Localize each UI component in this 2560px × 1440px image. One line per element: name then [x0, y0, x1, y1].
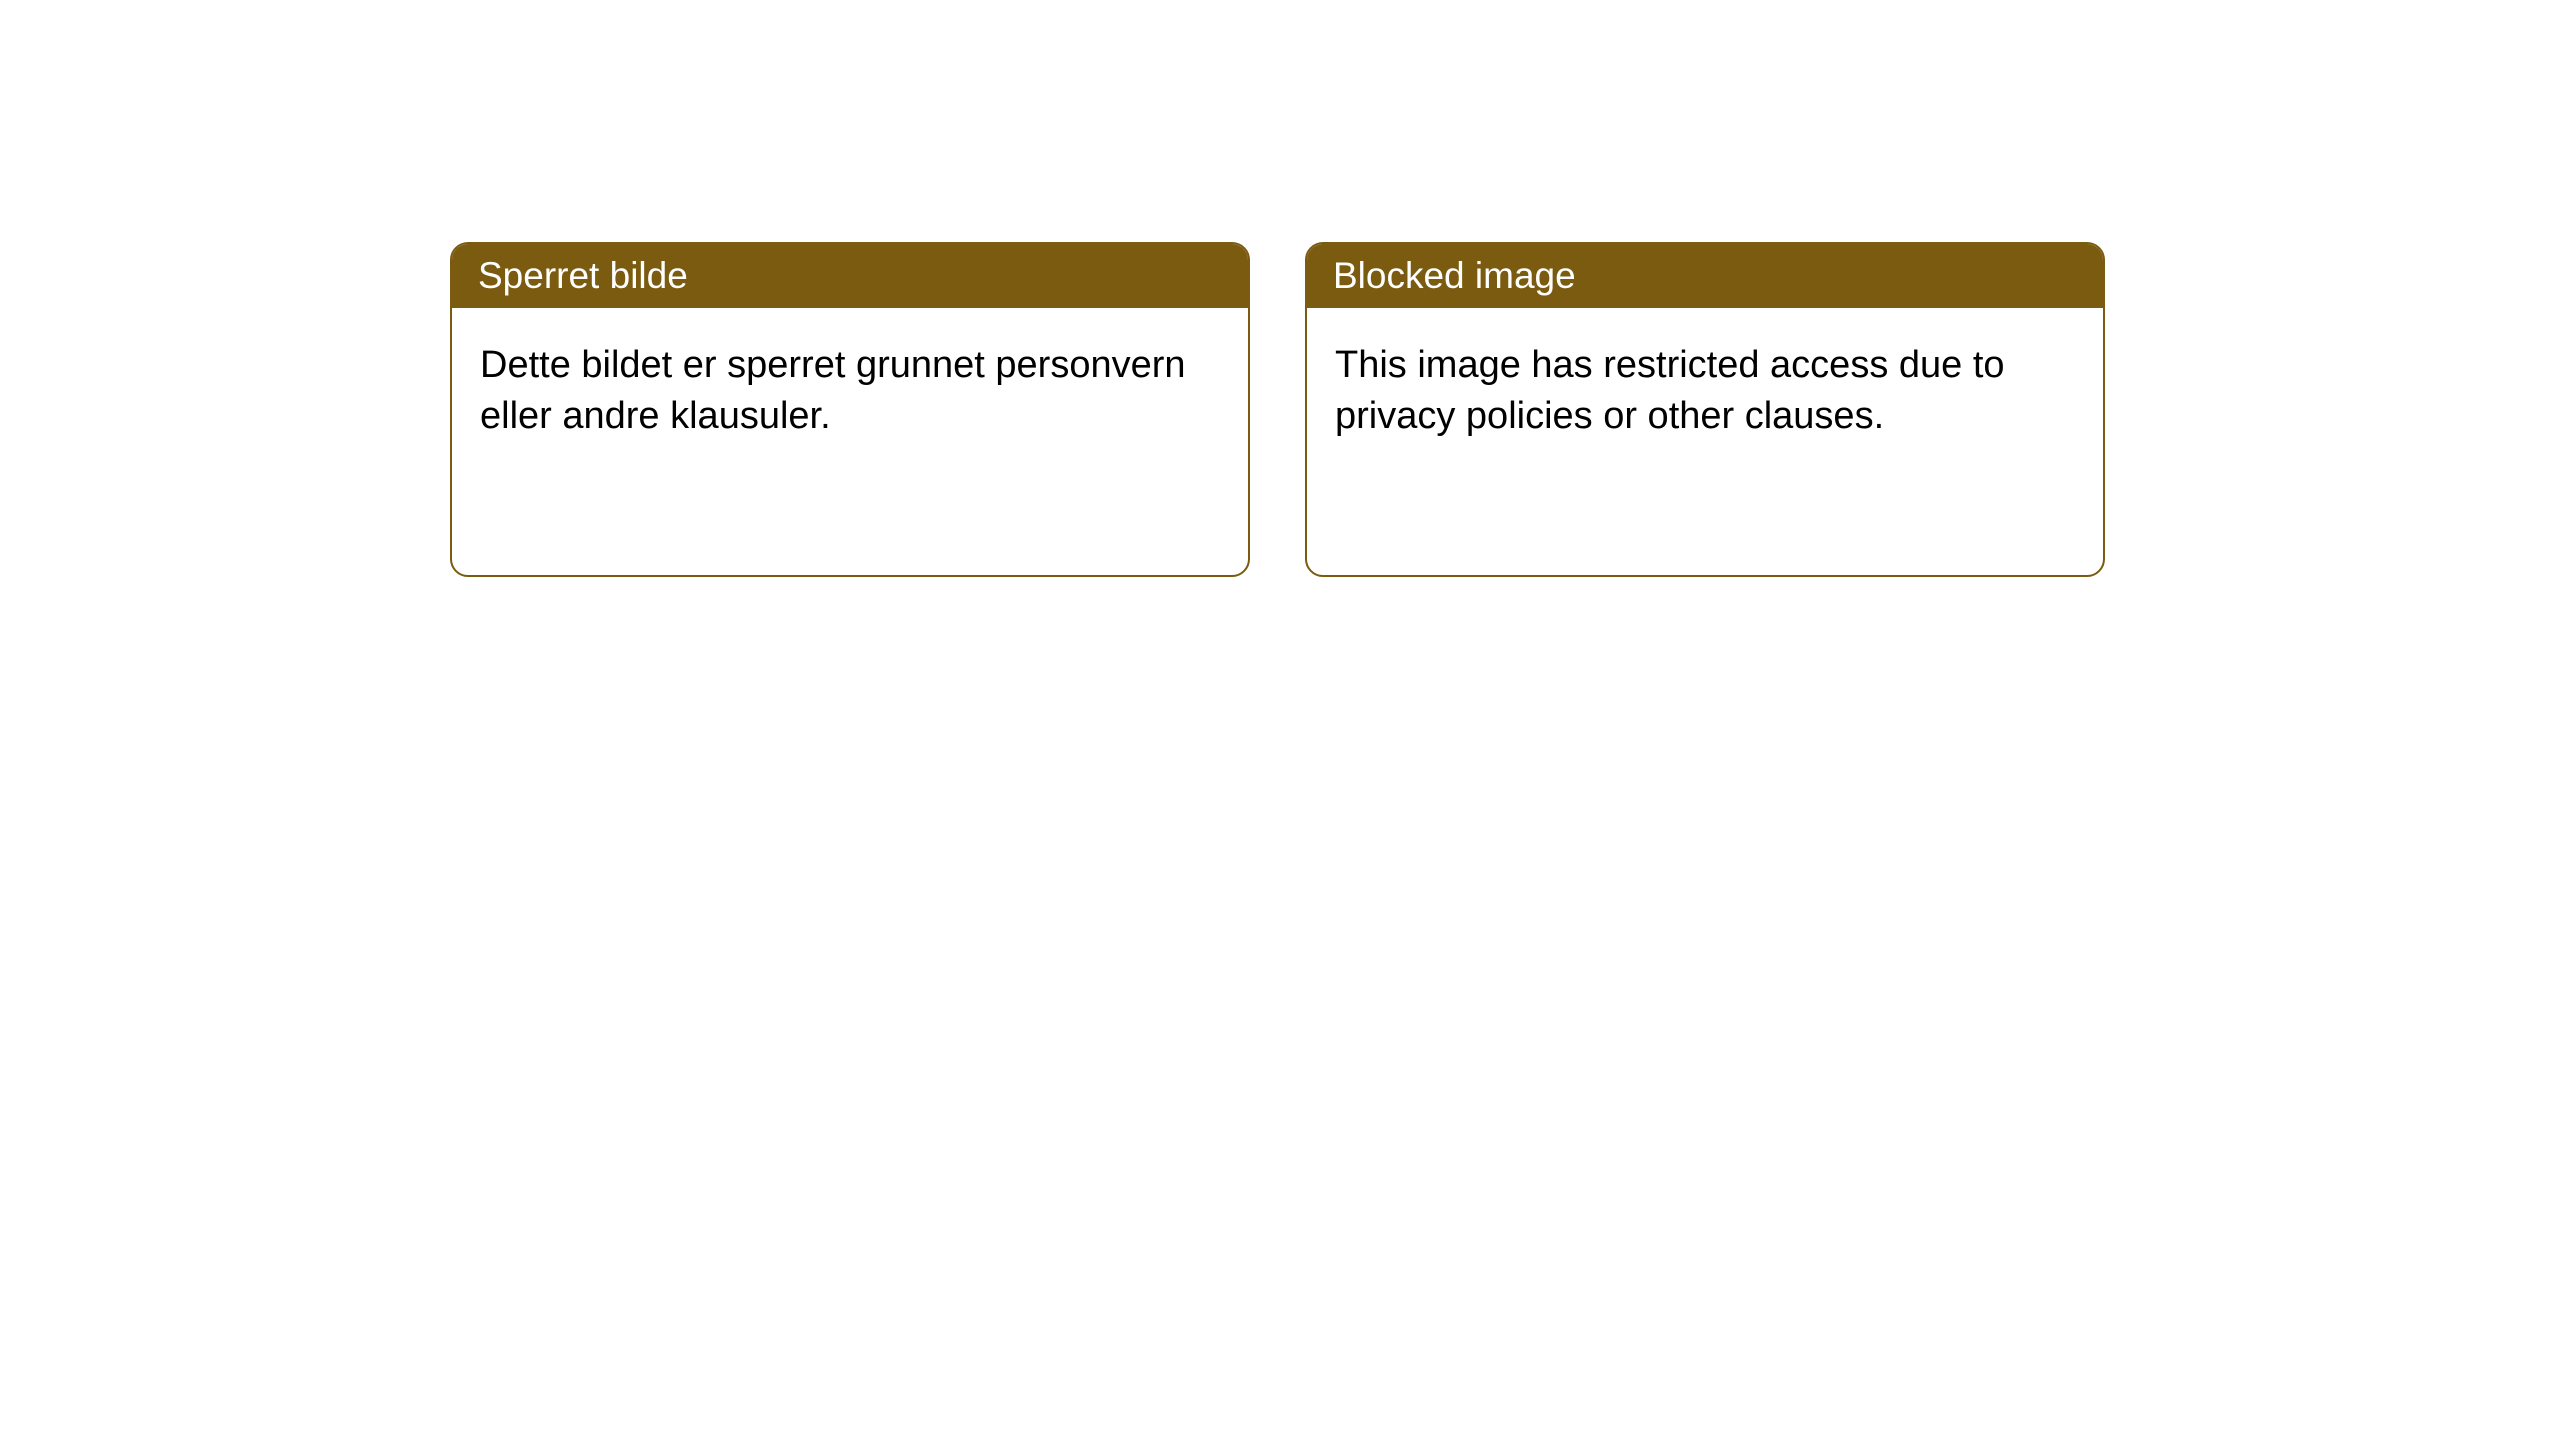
notice-body-text: This image has restricted access due to …: [1335, 344, 2005, 437]
notice-container: Sperret bilde Dette bildet er sperret gr…: [450, 242, 2105, 577]
notice-box-english: Blocked image This image has restricted …: [1305, 242, 2105, 577]
notice-title: Sperret bilde: [452, 244, 1248, 308]
notice-body: Dette bildet er sperret grunnet personve…: [452, 308, 1248, 475]
notice-title-text: Blocked image: [1333, 255, 1576, 296]
notice-body: This image has restricted access due to …: [1307, 308, 2103, 475]
notice-box-norwegian: Sperret bilde Dette bildet er sperret gr…: [450, 242, 1250, 577]
notice-body-text: Dette bildet er sperret grunnet personve…: [480, 344, 1186, 437]
notice-title-text: Sperret bilde: [478, 255, 688, 296]
notice-title: Blocked image: [1307, 244, 2103, 308]
